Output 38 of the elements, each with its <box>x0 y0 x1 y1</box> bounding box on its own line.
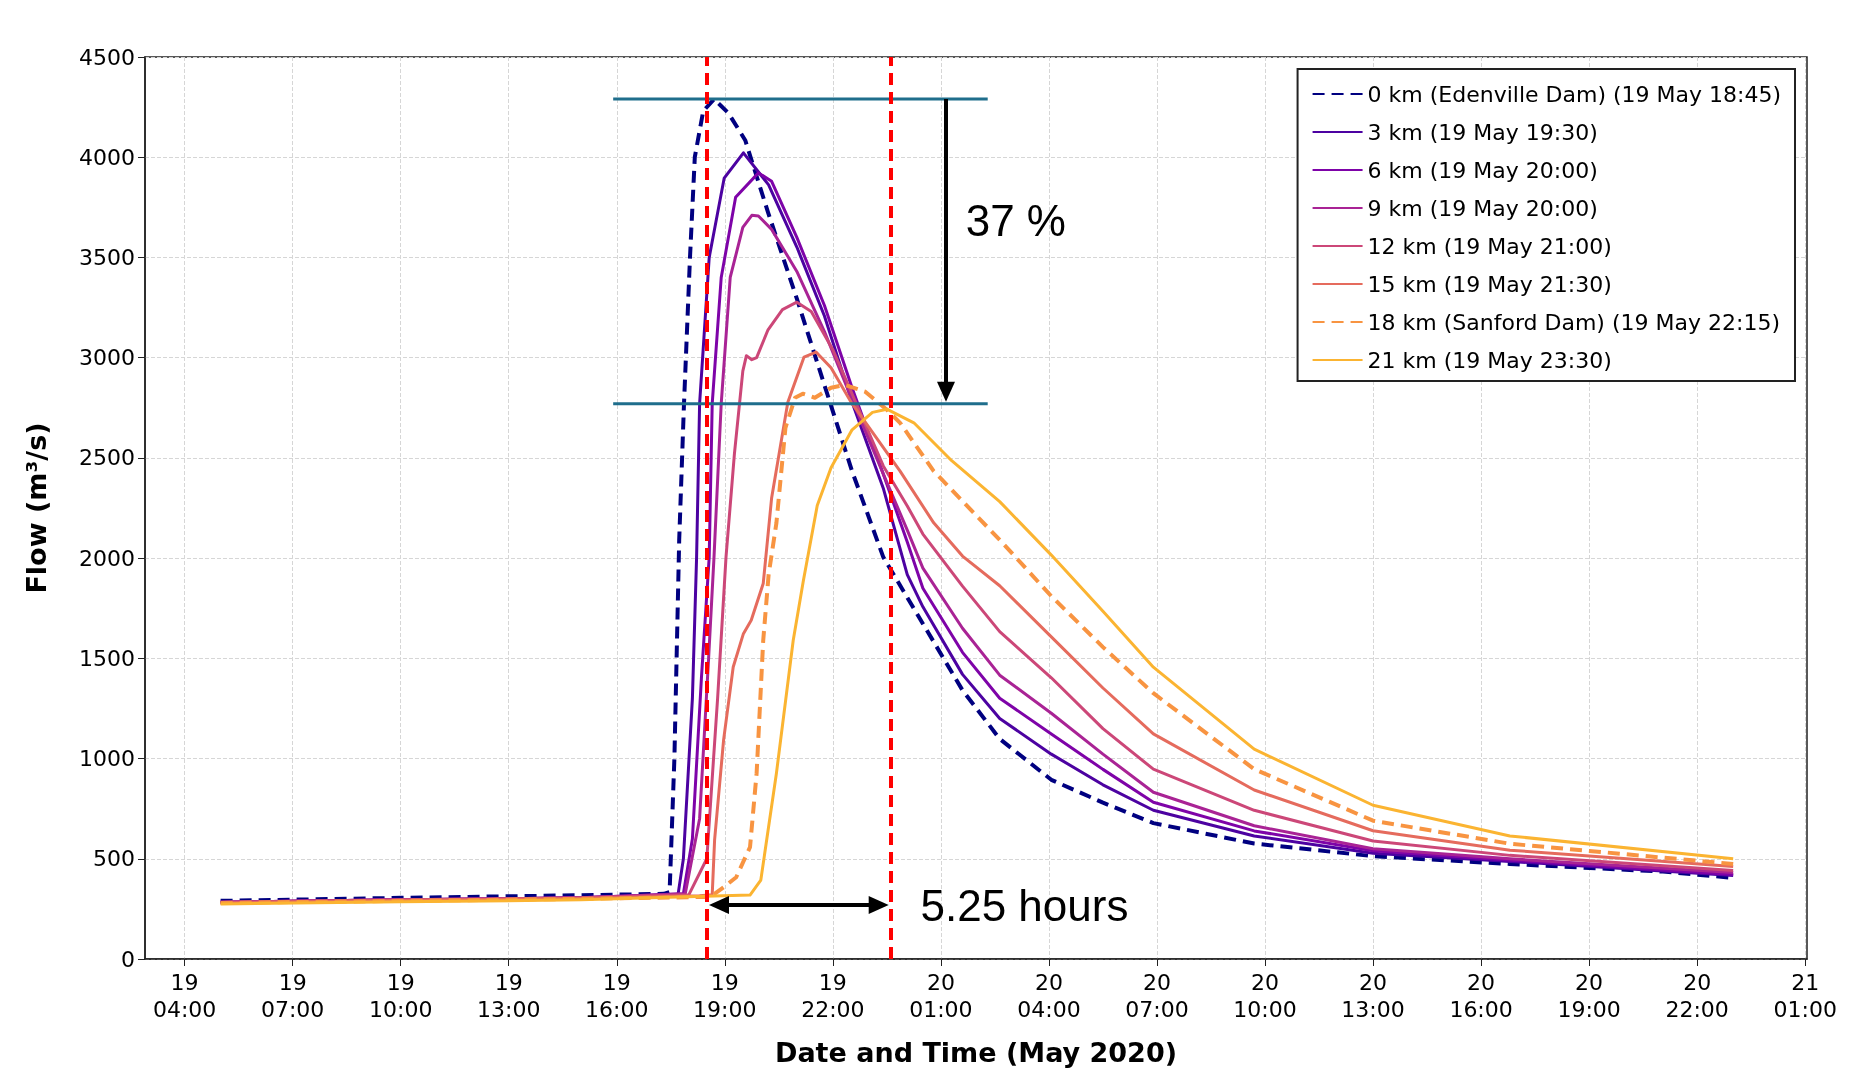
x-tick-label: 19 13:00 <box>477 970 541 1022</box>
legend-label: 3 km (19 May 19:30) <box>1367 119 1598 145</box>
y-tick-label: 2000 <box>79 545 135 571</box>
x-tick-label: 20 01:00 <box>909 970 973 1022</box>
legend-label: 12 km (19 May 21:00) <box>1367 233 1612 259</box>
legend-label: 18 km (Sanford Dam) (19 May 22:15) <box>1367 309 1780 335</box>
legend-label: 21 km (19 May 23:30) <box>1367 347 1612 373</box>
legend-label: 6 km (19 May 20:00) <box>1367 157 1598 183</box>
x-tick-label: 20 10:00 <box>1233 970 1297 1022</box>
y-tick-label: 3500 <box>79 244 135 270</box>
x-axis-title: Date and Time (May 2020) <box>774 1037 1178 1068</box>
x-tick-label: 20 04:00 <box>1017 970 1081 1022</box>
y-axis-title: Flow (m³/s) <box>21 422 52 594</box>
y-tick-label: 500 <box>93 846 135 872</box>
y-tick-label: 4500 <box>79 44 135 70</box>
x-tick-label: 19 22:00 <box>801 970 865 1022</box>
x-tick-label: 19 10:00 <box>368 970 433 1022</box>
x-tick-label: 19 07:00 <box>260 970 325 1022</box>
x-tick-label: 19 19:00 <box>693 970 757 1022</box>
y-tick-label: 1000 <box>79 746 135 772</box>
x-tick-label: 20 13:00 <box>1341 970 1405 1022</box>
legend-label: 0 km (Edenville Dam) (19 May 18:45) <box>1367 81 1782 107</box>
y-tick-label: 2500 <box>79 445 135 471</box>
annotation: 37 % <box>965 196 1066 246</box>
x-tick-label: 20 16:00 <box>1449 970 1513 1022</box>
legend-label: 15 km (19 May 21:30) <box>1367 271 1612 297</box>
y-tick-label: 1500 <box>79 645 135 671</box>
x-tick-label: 21 01:00 <box>1773 970 1837 1022</box>
annotation: 5.25 hours <box>920 880 1129 930</box>
legend-label: 9 km (19 May 20:00) <box>1367 195 1598 221</box>
x-tick-label: 20 19:00 <box>1557 970 1621 1022</box>
y-tick-label: 4000 <box>79 144 135 170</box>
y-tick-label: 0 <box>121 946 135 972</box>
y-tick-label: 3000 <box>79 345 135 371</box>
x-tick-label: 19 04:00 <box>152 970 217 1022</box>
x-tick-label: 20 22:00 <box>1665 970 1729 1022</box>
x-tick-label: 19 16:00 <box>585 970 649 1022</box>
x-tick-label: 20 07:00 <box>1125 970 1189 1022</box>
